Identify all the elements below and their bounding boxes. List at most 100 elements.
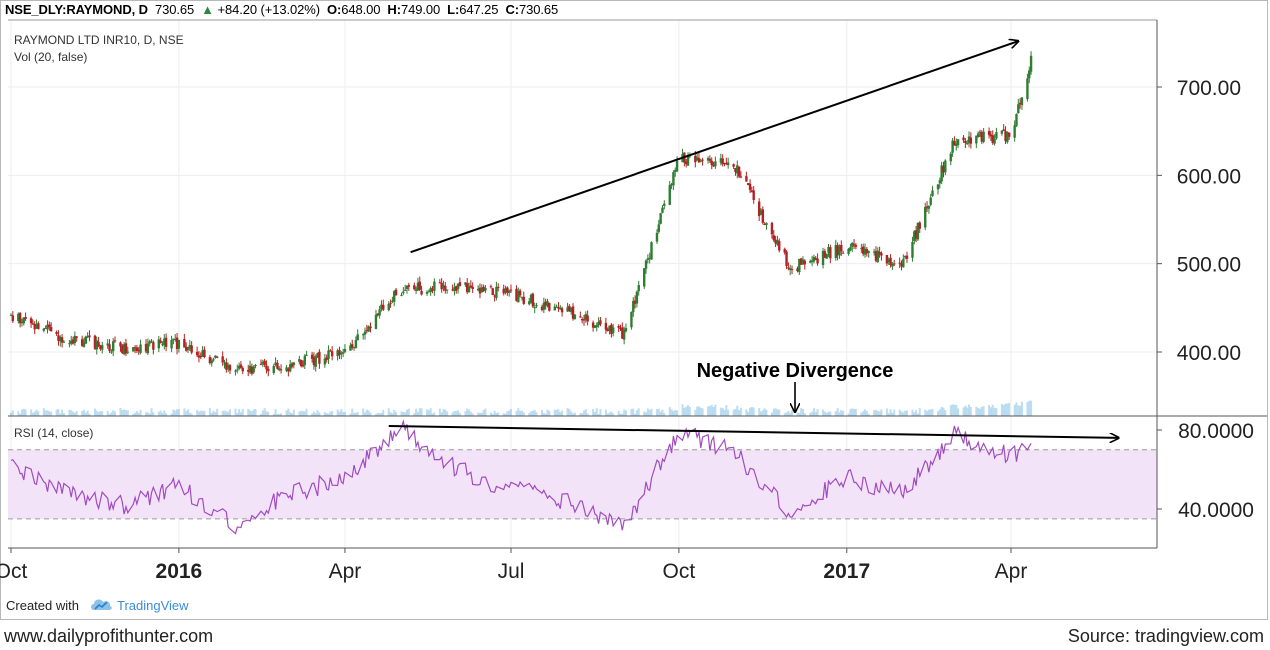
candle-body	[872, 251, 876, 253]
candle-body	[507, 290, 511, 293]
candle-body	[774, 239, 777, 244]
candle-body	[726, 162, 730, 166]
volume-bar	[944, 410, 947, 416]
volume-bar	[114, 411, 117, 416]
volume-bar	[502, 413, 505, 416]
volume-bar	[316, 410, 319, 416]
candle-body	[761, 209, 765, 223]
candle-body	[80, 339, 84, 346]
volume-bar	[840, 409, 843, 416]
volume-bar	[836, 408, 839, 416]
volume-bar	[982, 406, 985, 416]
volume-bar	[387, 408, 390, 416]
time-tick-label: Oct	[663, 560, 696, 583]
candle-body	[821, 250, 825, 266]
candle-body	[1013, 125, 1016, 138]
candle-body	[668, 185, 671, 205]
candle-body	[661, 207, 664, 213]
candle-body	[276, 362, 279, 369]
volume-bar	[287, 408, 290, 416]
candle-body	[672, 172, 675, 186]
candle-body	[170, 339, 173, 349]
rsi-band-fill	[8, 449, 1157, 519]
negative-divergence-label: Negative Divergence	[697, 360, 894, 382]
candle-body	[699, 160, 702, 162]
candle-body	[305, 354, 308, 356]
candle-body	[272, 365, 275, 373]
volume-bar	[208, 408, 211, 416]
volume-bar	[1020, 401, 1023, 416]
volume-bar	[548, 410, 551, 416]
candle-body	[267, 368, 270, 372]
volume-bar	[584, 409, 587, 416]
candle-body	[356, 334, 359, 341]
volume-bar	[170, 413, 173, 416]
candle-body	[887, 259, 890, 263]
candle-body	[212, 359, 215, 361]
volume-bar	[466, 408, 469, 416]
volume-bar	[785, 412, 788, 416]
candle-body	[674, 169, 677, 172]
volume-bar	[468, 409, 471, 416]
candle-body	[772, 235, 775, 241]
volume-bar	[72, 411, 75, 416]
candle-body	[489, 286, 493, 288]
volume-bar	[146, 412, 149, 416]
candle-body	[20, 321, 24, 324]
volume-bar	[247, 408, 250, 416]
volume-bar	[482, 409, 485, 416]
volume-bar	[719, 407, 722, 416]
candle-body	[825, 253, 828, 259]
last-price: 730.65	[154, 2, 195, 17]
candle-body	[570, 307, 573, 313]
candle-body	[354, 340, 358, 349]
candle-body	[387, 303, 390, 311]
candle-body	[752, 190, 755, 200]
candle-body	[566, 307, 569, 312]
volume-bar	[369, 412, 372, 416]
volume-bar	[145, 412, 148, 416]
candle-body	[591, 322, 595, 328]
volume-bar	[351, 408, 354, 416]
volume-bar	[201, 411, 204, 416]
candle-body	[624, 328, 628, 332]
volume-bar	[582, 410, 585, 416]
candle-body	[533, 307, 536, 309]
volume-bar	[905, 410, 908, 416]
candle-body	[121, 345, 124, 354]
volume-bar	[374, 413, 377, 416]
volume-bar	[336, 409, 339, 416]
candle-body	[22, 317, 25, 324]
volume-bar	[342, 411, 345, 416]
candle-body	[440, 282, 443, 290]
tradingview-link[interactable]: TradingView	[117, 598, 189, 613]
volume-bar	[931, 408, 934, 416]
volume-bar	[37, 411, 40, 416]
candle-body	[949, 153, 952, 162]
candle-body	[75, 336, 78, 338]
volume-bar	[70, 410, 73, 416]
candle-body	[798, 258, 801, 273]
volume-bar	[57, 408, 60, 416]
volume-bar	[267, 411, 270, 416]
candle-body	[259, 363, 263, 365]
volume-bar	[749, 407, 752, 416]
volume-bar	[988, 405, 991, 416]
candle-body	[586, 315, 589, 322]
tradingview-cloud-icon[interactable]	[89, 596, 113, 614]
candle-body	[708, 158, 712, 161]
candle-body	[918, 222, 921, 229]
volume-bar	[847, 413, 850, 416]
volume-bar	[1015, 402, 1018, 416]
candle-body	[540, 306, 544, 311]
volume-bar	[139, 409, 142, 416]
volume-bar	[442, 409, 445, 416]
candle-body	[632, 300, 635, 313]
volume-bar	[75, 411, 78, 416]
volume-bar	[455, 410, 458, 416]
volume-bar	[734, 408, 737, 416]
volume-bar	[953, 404, 956, 416]
candle-body	[580, 319, 584, 321]
volume-bar	[484, 408, 487, 416]
